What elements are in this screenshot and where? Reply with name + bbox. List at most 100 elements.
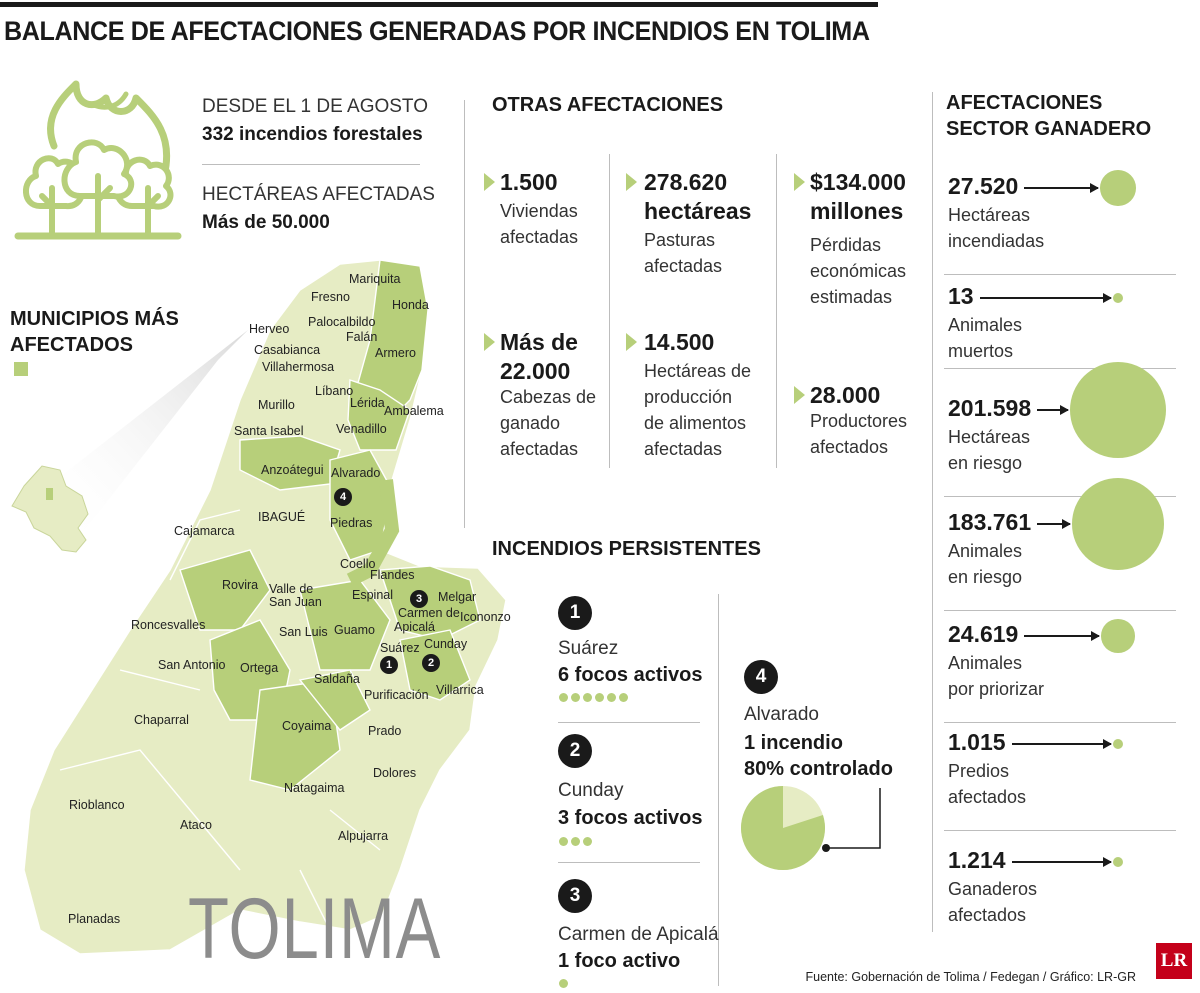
ganadero-value: 27.520: [948, 173, 1019, 199]
stat-marker: [626, 333, 637, 351]
stat-desc: afectadas: [500, 439, 579, 459]
ganadero-desc: Animales: [948, 541, 1023, 561]
persistentes-rule: [718, 594, 719, 986]
source-note: Fuente: Gobernación de Tolima / Fedegan …: [805, 970, 1137, 984]
ganadero-desc: incendiadas: [948, 231, 1045, 251]
ganadero-bubble: [1072, 478, 1164, 570]
map-label: Dolores: [373, 766, 417, 780]
map-label: Venadillo: [336, 422, 387, 436]
ganadero-divider: [944, 722, 1176, 723]
map-label: Flandes: [370, 568, 415, 582]
stat-value: 278.620: [644, 169, 728, 195]
ganadero-arrowhead: [1062, 519, 1072, 529]
incident-place: Carmen de Apicalá: [558, 924, 719, 945]
map-label: IBAGUÉ: [258, 510, 306, 524]
map-label: Lérida: [350, 396, 385, 410]
area-river: [346, 479, 400, 587]
stat-desc: Cabezas de: [500, 387, 597, 407]
map-label: Prado: [368, 724, 402, 738]
incident-count: 6 focos activos: [558, 664, 703, 686]
map-label: Carmen de: [398, 606, 460, 620]
map-label: Murillo: [258, 398, 295, 412]
ganadero-divider: [944, 496, 1176, 497]
ganadero-connector: [1037, 523, 1071, 525]
ganadero-desc: Predios: [948, 761, 1010, 781]
map-label: Mariquita: [349, 272, 401, 286]
ganadero-connector: [1037, 409, 1068, 411]
ganadero-heading-line1: AFECTACIONES: [946, 92, 1103, 114]
stat-desc: Viviendas: [500, 201, 578, 221]
ganadero-connector: [1011, 861, 1111, 863]
ganadero-value: 201.598: [948, 395, 1032, 421]
ganadero-connector: [979, 297, 1111, 299]
pie-controlled: [741, 786, 825, 870]
top-rule: [0, 2, 878, 7]
pie-leader-line: [826, 788, 881, 849]
map-label: Guamo: [334, 623, 375, 637]
map-label: San Luis: [279, 625, 328, 639]
map-label: Planadas: [68, 912, 121, 926]
map-label: Palocalbildo: [308, 315, 376, 329]
map-label: San Antonio: [158, 658, 226, 672]
ganadero-bubble: [1113, 739, 1123, 749]
since-label: DESDE EL 1 DE AGOSTO: [202, 96, 428, 117]
incident-number: 1: [558, 596, 592, 630]
focus-dot: [571, 837, 580, 846]
ganadero-arrowhead: [1103, 739, 1112, 749]
foci-dots: [559, 693, 628, 702]
incident-divider: [558, 722, 700, 723]
incident-number: 4: [744, 660, 778, 694]
stat-value: 14.500: [644, 329, 715, 355]
map-label: Fresno: [311, 290, 350, 304]
map-label: Saldaña: [314, 672, 360, 686]
ganadero-bubble: [1070, 362, 1166, 458]
stat-desc: estimadas: [810, 287, 893, 307]
map-label: Chaparral: [134, 713, 189, 727]
area-label: HECTÁREAS AFECTADAS: [202, 184, 435, 205]
incident-status-line2: 80% controlado: [744, 758, 893, 780]
ganadero-value: 183.761: [948, 509, 1032, 535]
focus-dot: [559, 693, 568, 702]
incident-number: 3: [558, 879, 592, 913]
ganadero-desc: Animales: [948, 653, 1023, 673]
map-label: Santa Isabel: [234, 424, 304, 438]
region-name: TOLIMA: [188, 881, 442, 977]
ganadero-rule: [932, 92, 933, 932]
ganadero-desc: por priorizar: [948, 679, 1045, 699]
page-title: BALANCE DE AFECTACIONES GENERADAS POR IN…: [4, 16, 870, 46]
controlled-pie: [741, 786, 881, 870]
map-label: Natagaima: [284, 781, 345, 795]
ganadero-arrowhead: [1090, 183, 1100, 193]
otras-col-rule-1: [609, 154, 610, 468]
ganadero-desc: afectados: [948, 787, 1027, 807]
stat-desc: Hectáreas de: [644, 361, 752, 381]
focus-dot: [619, 693, 628, 702]
map-label: Cajamarca: [174, 524, 235, 538]
stat-value: millones: [810, 198, 904, 224]
area-carmen: [379, 565, 481, 641]
area-venadillo: [347, 379, 411, 451]
colombia-locator-map: [11, 330, 248, 553]
incident-count: 1 foco activo: [558, 950, 681, 972]
pie-leader-dot: [822, 844, 830, 852]
map-label: Ambalema: [384, 404, 444, 418]
focus-dot: [559, 979, 568, 988]
stat-marker: [794, 173, 805, 191]
ganadero-desc: Hectáreas: [948, 205, 1031, 225]
focus-dot: [571, 693, 580, 702]
stat-value: Más de: [500, 329, 578, 355]
map-label: San Juan: [269, 595, 322, 609]
area-saldana: [298, 669, 371, 731]
incident-divider: [558, 862, 700, 863]
ganadero-desc: Ganaderos: [948, 879, 1038, 899]
foci-dots: [559, 979, 568, 988]
stat-desc: afectadas: [644, 256, 723, 276]
persistentes-heading: INCENDIOS PERSISTENTES: [492, 538, 761, 560]
foci-dots: [559, 837, 592, 846]
map-marker-2: 2: [422, 654, 440, 672]
ganadero-divider: [944, 274, 1176, 275]
ganadero-divider: [944, 368, 1176, 369]
map-label: Melgar: [438, 590, 477, 604]
map-label: Villahermosa: [262, 360, 335, 374]
fires-count: 332 incendios forestales: [202, 124, 423, 145]
